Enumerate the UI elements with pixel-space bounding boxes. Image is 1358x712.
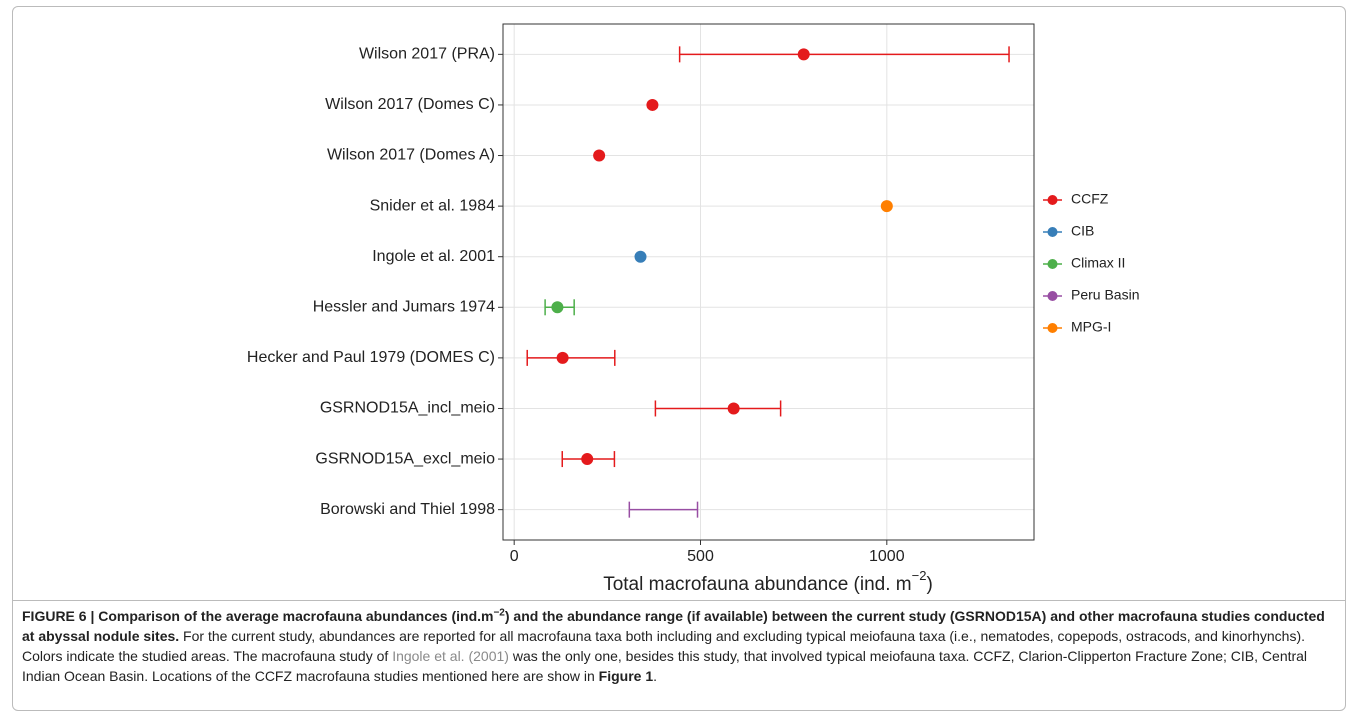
legend-key-dot <box>1047 227 1058 237</box>
error-bar <box>526 349 616 366</box>
error-bar <box>628 501 699 518</box>
caption-text: −2 <box>493 607 505 619</box>
dot <box>556 351 569 364</box>
caption-text: FIGURE 6 | Comparison of the average mac… <box>22 608 494 624</box>
dot <box>551 301 564 314</box>
x-tick-label: 1000 <box>869 548 905 565</box>
legend-label: Peru Basin <box>1071 287 1139 303</box>
caption-text: ) and the abundance range (if available)… <box>22 608 1325 644</box>
dot <box>593 149 606 162</box>
legend-key-dot <box>1047 291 1058 301</box>
legend-label: CCFZ <box>1071 191 1109 207</box>
caption-text: . <box>653 668 658 684</box>
plot-border <box>502 23 1035 541</box>
caption-text: was the only one, besides this study, th… <box>22 648 1308 684</box>
legend-label: MPG-I <box>1071 319 1111 335</box>
figure-frame <box>12 6 1346 711</box>
x-tick-label: 500 <box>687 548 714 565</box>
dot <box>727 402 740 415</box>
dot <box>634 250 647 263</box>
plot-panel <box>503 24 1034 540</box>
x-tick-label: 0 <box>510 548 519 565</box>
dot <box>581 453 594 466</box>
caption-link[interactable]: Ingole et al. (2001) <box>392 648 509 664</box>
caption-text: For the current study, abundances are re… <box>22 628 1306 664</box>
legend-key-dot <box>1047 259 1058 269</box>
legend-key-dot <box>1047 323 1058 333</box>
y-tick-label: Wilson 2017 (Domes C) <box>325 96 495 113</box>
dot <box>797 48 810 61</box>
chart: Total macrofauna abundance (ind. m−2) 0 5… <box>247 23 1139 595</box>
dot <box>880 200 893 213</box>
y-tick-label: GSRNOD15A_excl_meio <box>315 450 495 467</box>
y-tick-label: Wilson 2017 (Domes A) <box>327 147 495 164</box>
x-axis-label-end: ) <box>926 574 932 595</box>
y-tick-label: Hessler and Jumars 1974 <box>313 299 495 316</box>
legend-key-dot <box>1047 195 1058 205</box>
legend-label: Climax II <box>1071 255 1125 271</box>
x-axis-label-exponent: −2 <box>912 568 927 583</box>
y-tick-label: Hecker and Paul 1979 (DOMES C) <box>247 349 495 366</box>
x-axis-label-text: Total macrofauna abundance (ind. m <box>603 574 911 595</box>
caption-text: Figure 1 <box>598 668 654 684</box>
y-tick-label: Wilson 2017 (PRA) <box>359 46 495 63</box>
x-axis-label: Total macrofauna abundance (ind. m−2) <box>603 568 933 595</box>
legend-label: CIB <box>1071 223 1094 239</box>
caption: FIGURE 6 | Comparison of the average mac… <box>22 606 1340 686</box>
y-tick-label: Snider et al. 1984 <box>370 197 496 214</box>
error-bar <box>654 400 782 417</box>
y-tick-label: Ingole et al. 2001 <box>372 248 495 265</box>
y-tick-label: Borowski and Thiel 1998 <box>320 501 495 518</box>
y-tick-label: GSRNOD15A_incl_meio <box>320 400 495 417</box>
caption-separator <box>12 600 1346 601</box>
error-bar <box>678 46 1010 63</box>
dot <box>646 98 659 111</box>
